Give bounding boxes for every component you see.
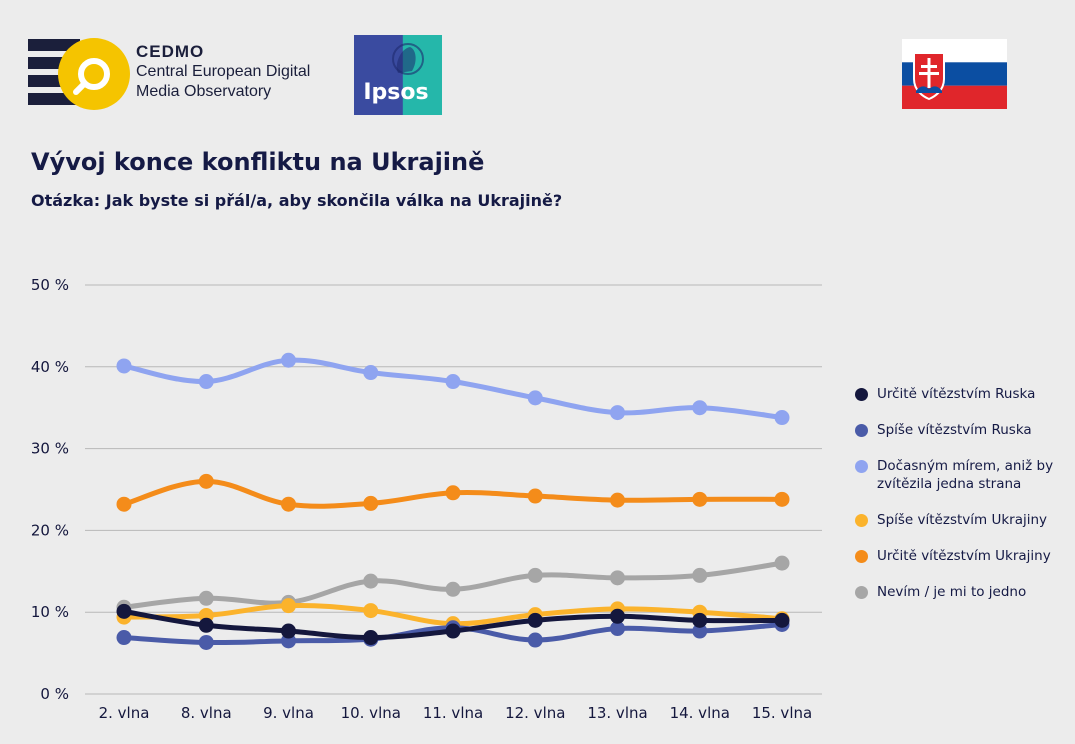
data-point xyxy=(363,603,379,619)
data-point xyxy=(692,567,708,583)
data-point xyxy=(527,632,543,648)
data-point xyxy=(692,612,708,628)
legend-marker xyxy=(855,460,868,473)
data-point xyxy=(116,358,132,374)
legend-label: Spíše vítězstvím Ukrajiny xyxy=(877,512,1048,528)
y-tick-label: 30 % xyxy=(31,440,69,458)
x-tick-label: 12. vlna xyxy=(505,704,565,722)
data-point xyxy=(774,555,790,571)
y-tick-label: 0 % xyxy=(40,685,69,703)
legend-marker xyxy=(855,424,868,437)
data-point xyxy=(198,473,214,489)
slovakia-flag xyxy=(902,39,1007,109)
data-point xyxy=(198,634,214,650)
x-tick-label: 14. vlna xyxy=(670,704,730,722)
data-point xyxy=(610,608,625,624)
y-tick-label: 50 % xyxy=(31,276,69,294)
legend-label: Určitě vítězstvím Ruska xyxy=(877,386,1036,402)
data-point xyxy=(527,567,543,583)
data-point xyxy=(610,492,625,508)
data-point xyxy=(198,374,214,390)
data-point xyxy=(774,410,790,426)
legend-item: Spíše vítězstvím Ruska xyxy=(855,421,1032,439)
data-point xyxy=(198,590,214,606)
ipsos-label: Ipsos xyxy=(363,80,428,105)
header: CEDMO Central European Digital Media Obs… xyxy=(0,0,1075,130)
cedmo-wordmark: CEDMO Central European Digital Media Obs… xyxy=(136,42,310,102)
y-tick-label: 20 % xyxy=(31,521,69,539)
data-point xyxy=(281,496,296,512)
x-tick-label: 13. vlna xyxy=(587,704,647,722)
x-tick-label: 10. vlna xyxy=(341,704,401,722)
data-point xyxy=(610,405,625,421)
cedmo-line1: Central European Digital xyxy=(136,63,311,80)
legend-label: Určitě vítězstvím Ukrajiny xyxy=(877,548,1051,564)
data-point xyxy=(692,400,708,416)
x-tick-label: 11. vlna xyxy=(423,704,483,722)
legend-item: Určitě vítězstvím Ruska xyxy=(855,385,1035,403)
chart-title: Vývoj konce konfliktu na Ukrajině xyxy=(31,148,485,176)
data-point xyxy=(281,598,296,614)
data-point xyxy=(281,352,296,368)
data-point xyxy=(527,390,543,406)
x-tick-label: 8. vlna xyxy=(181,704,232,722)
legend-marker xyxy=(855,514,868,527)
cedmo-logo xyxy=(28,38,130,110)
data-point xyxy=(281,623,296,639)
x-tick-label: 15. vlna xyxy=(752,704,812,722)
data-point xyxy=(527,488,543,504)
legend-label: Dočasným mírem, aniž by xyxy=(877,458,1054,474)
legend-item: Dočasným mírem, aniž by zvítězila jedna s… xyxy=(855,457,1053,493)
chart-subtitle: Otázka: Jak byste si přál/a, aby skončil… xyxy=(31,191,563,210)
x-tick-label: 2. vlna xyxy=(99,704,150,722)
y-tick-label: 10 % xyxy=(31,603,69,621)
legend-item: Nevím / je mi to jedno xyxy=(855,583,1026,601)
data-point xyxy=(445,374,461,390)
data-point xyxy=(610,621,625,637)
data-point xyxy=(116,603,132,619)
ipsos-logo: Ipsos xyxy=(354,35,442,115)
data-point xyxy=(445,485,461,501)
data-point xyxy=(445,581,461,597)
data-point xyxy=(692,623,708,639)
data-point xyxy=(363,365,379,381)
legend-marker xyxy=(855,586,868,599)
data-point xyxy=(610,570,625,586)
x-tick-label: 9. vlna xyxy=(263,704,314,722)
cedmo-line2: Media Observatory xyxy=(136,83,272,100)
data-point xyxy=(116,496,132,512)
data-point xyxy=(774,612,790,628)
data-point xyxy=(445,623,461,639)
data-point xyxy=(363,573,379,589)
data-point xyxy=(116,630,132,646)
cedmo-name: CEDMO xyxy=(136,42,205,61)
legend-marker xyxy=(855,388,868,401)
data-point xyxy=(198,617,214,633)
data-point xyxy=(363,495,379,511)
legend-label: Nevím / je mi to jedno xyxy=(877,584,1027,600)
legend-item: Spíše vítězstvím Ukrajiny xyxy=(855,511,1047,529)
legend-marker xyxy=(855,550,868,563)
legend-label: zvítězila jedna strana xyxy=(877,476,1022,492)
legend-label: Spíše vítězstvím Ruska xyxy=(877,422,1032,438)
legend-item: Určitě vítězstvím Ukrajiny xyxy=(855,547,1051,565)
data-point xyxy=(363,630,379,646)
data-point xyxy=(527,612,543,628)
data-point xyxy=(692,491,708,507)
data-point xyxy=(774,491,790,507)
y-tick-label: 40 % xyxy=(31,358,69,376)
